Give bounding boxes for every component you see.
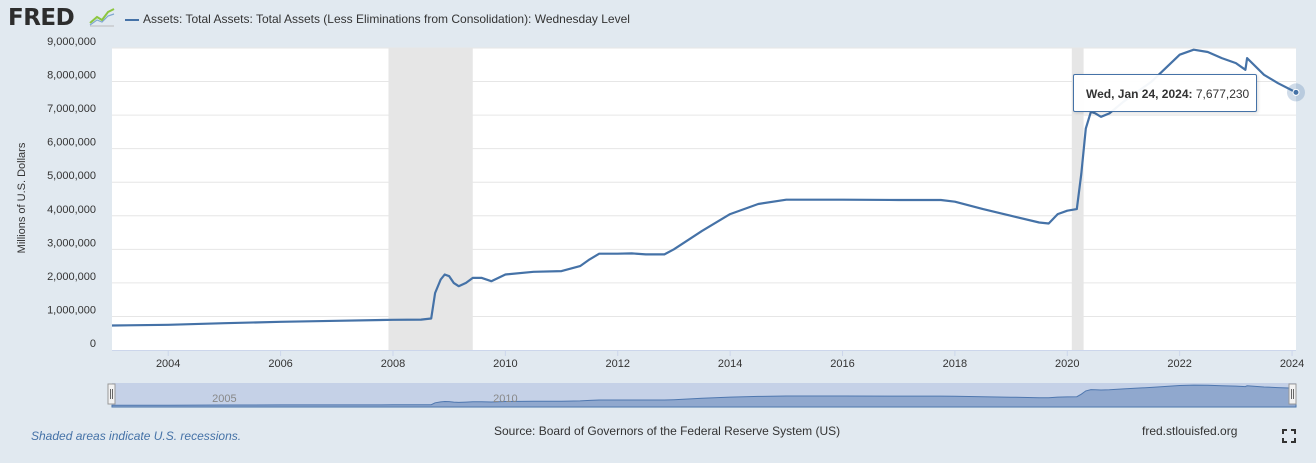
y-tick-label: 7,000,000: [47, 103, 96, 115]
navigator-track: [112, 383, 1296, 407]
recession-band: [388, 48, 473, 350]
y-tick-label: 8,000,000: [47, 70, 96, 82]
y-tick-label: 6,000,000: [47, 137, 96, 149]
x-tick-label: 2022: [1167, 358, 1191, 370]
navigator-tick-label: 2010: [493, 393, 517, 405]
tooltip-date: Wed, Jan 24, 2024:: [1086, 87, 1193, 101]
y-tick-label: 4,000,000: [47, 204, 96, 216]
y-tick-label: 3,000,000: [47, 237, 96, 249]
x-tick-label: 2004: [156, 358, 180, 370]
y-tick-label: 2,000,000: [47, 271, 96, 283]
site-link[interactable]: fred.stlouisfed.org: [1142, 424, 1238, 438]
navigator-left-handle[interactable]: [107, 383, 116, 405]
x-tick-label: 2006: [268, 358, 292, 370]
y-tick-label: 9,000,000: [47, 36, 96, 48]
fred-logo[interactable]: FRED: [8, 5, 75, 31]
navigator-series: [111, 384, 1297, 408]
y-tick-label: 1,000,000: [47, 304, 96, 316]
x-tick-label: 2014: [718, 358, 742, 370]
y-axis-label: Millions of U.S. Dollars: [16, 142, 28, 253]
tooltip-value: 7,677,230: [1195, 87, 1250, 101]
line-chart[interactable]: 0 1,000,000 2,000,000 3,000,000 4,000,000 5,0…: [0, 0, 1316, 380]
x-tick-label: 2018: [943, 358, 967, 370]
range-navigator[interactable]: 2005 2010: [0, 380, 1316, 416]
chart-header: FRED Assets: Total Assets: Total Assets …: [0, 0, 1316, 40]
x-tick-label: 2010: [493, 358, 517, 370]
y-tick-label: 0: [90, 338, 96, 350]
x-axis-ticks: 2004 2006 2008 2010 2012 2014 2016 2018 2020 2022…: [156, 350, 1304, 370]
source-text: Source: Board of Governors of the Federa…: [494, 424, 841, 438]
recession-note: Shaded areas indicate U.S. recessions.: [31, 429, 242, 443]
data-tooltip: Wed, Jan 24, 2024: 7,677,230: [1073, 74, 1257, 112]
y-tick-label: 5,000,000: [47, 170, 96, 182]
fullscreen-icon[interactable]: [1282, 429, 1296, 443]
navigator-right-handle[interactable]: [1288, 383, 1297, 405]
x-tick-label: 2016: [830, 358, 854, 370]
legend-label: Assets: Total Assets: Total Assets (Less…: [143, 12, 630, 26]
navigator-selected-range[interactable]: [112, 383, 1296, 407]
navigator-labels: 2005 2010: [212, 393, 517, 405]
x-tick-label: 2008: [381, 358, 405, 370]
x-tick-label: 2012: [606, 358, 630, 370]
legend-line-swatch: [125, 19, 139, 21]
hover-point[interactable]: [1292, 88, 1300, 96]
y-axis-ticks: 0 1,000,000 2,000,000 3,000,000 4,000,000 5,0…: [47, 36, 96, 350]
navigator-tick-label: 2005: [212, 393, 236, 405]
x-tick-label: 2020: [1055, 358, 1079, 370]
x-tick-label: 2024: [1280, 358, 1304, 370]
fred-logo-graph-icon: [88, 6, 116, 28]
navigator-area: [111, 384, 1297, 408]
